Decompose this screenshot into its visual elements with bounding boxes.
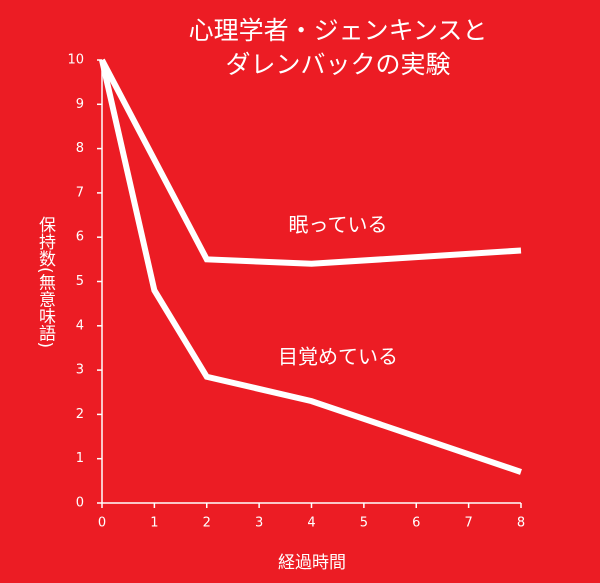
y-tick-label: 7 bbox=[76, 185, 84, 200]
x-tick-label: 4 bbox=[307, 516, 315, 531]
y-tick-label: 2 bbox=[76, 407, 84, 422]
y-tick-label: 4 bbox=[76, 318, 84, 333]
x-axis-label: 経過時間 bbox=[278, 553, 346, 573]
chart-title: 心理学者・ジェンキンスと bbox=[189, 16, 488, 45]
x-tick-label: 6 bbox=[412, 516, 420, 531]
y-tick-label: 6 bbox=[76, 230, 84, 245]
x-tick-label: 8 bbox=[517, 516, 525, 531]
y-tick-label: 8 bbox=[76, 141, 84, 156]
y-tick-label: 0 bbox=[76, 496, 84, 511]
y-tick-label: 5 bbox=[76, 274, 84, 289]
series-label: 眠っている bbox=[289, 213, 388, 237]
line bbox=[99, 59, 522, 475]
y-tick-label: 3 bbox=[76, 363, 84, 378]
x-tick-label: 1 bbox=[150, 516, 158, 531]
chart-title: ダレンバックの実験 bbox=[225, 50, 450, 79]
x-tick-label: 5 bbox=[360, 516, 368, 531]
y-tick-label: 9 bbox=[76, 97, 84, 112]
y-tick-label: 10 bbox=[67, 53, 84, 68]
series-label: 目覚めている bbox=[278, 345, 398, 369]
y-axis-label: 保持数(無意味語) bbox=[35, 216, 56, 348]
y-tick-label: 1 bbox=[76, 451, 84, 466]
x-tick-label: 2 bbox=[203, 516, 211, 531]
x-tick-label: 3 bbox=[255, 516, 263, 531]
x-tick-label: 0 bbox=[98, 516, 106, 531]
line bbox=[99, 58, 522, 267]
x-tick-label: 7 bbox=[464, 516, 472, 531]
